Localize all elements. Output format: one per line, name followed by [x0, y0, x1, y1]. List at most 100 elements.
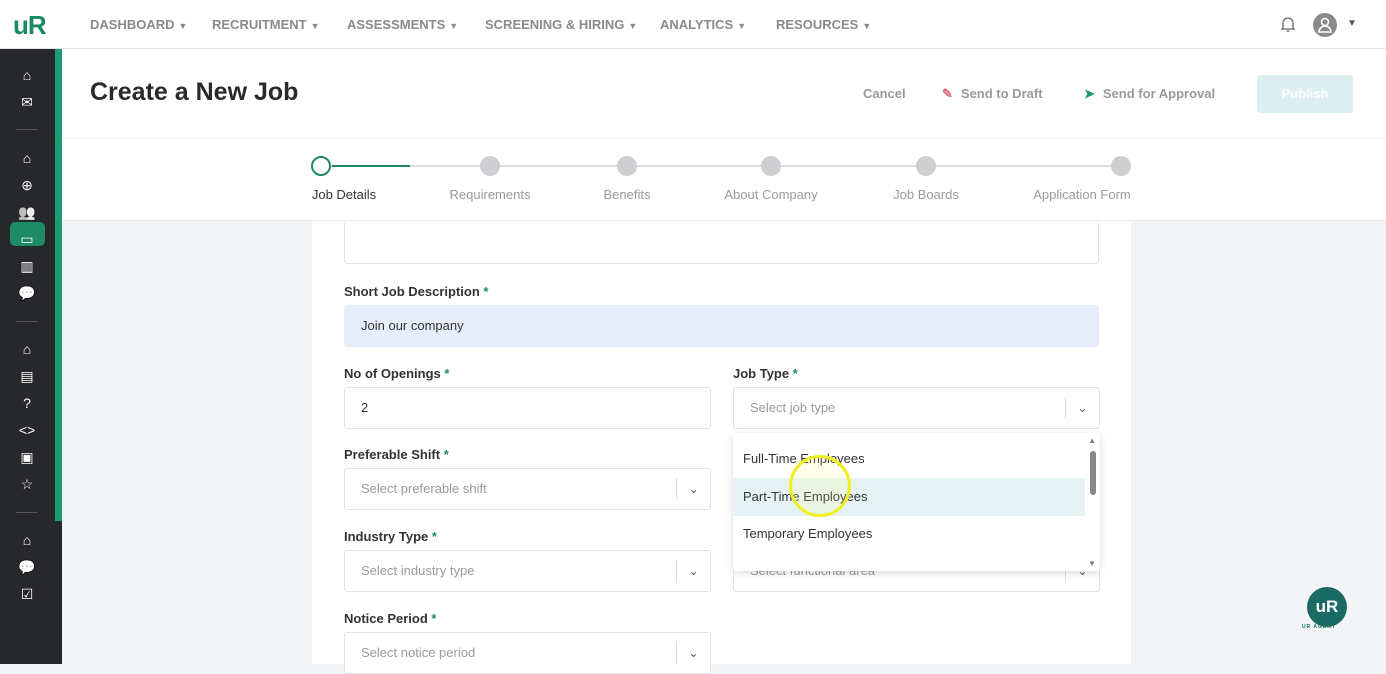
sidebar [0, 49, 62, 664]
document-icon[interactable]: ▤ [20, 368, 34, 384]
step-about-company[interactable]: About Company [724, 187, 818, 202]
nav-label: ASSESSMENTS [347, 17, 446, 32]
home-icon[interactable]: ⌂ [22, 341, 32, 357]
mail-icon[interactable]: ✉ [21, 94, 33, 110]
notice-select[interactable]: Select notice period ⌄ [344, 632, 711, 674]
step-job-boards[interactable]: Job Boards [893, 187, 959, 202]
send-to-draft-button[interactable]: ✎ Send to Draft [942, 86, 1043, 102]
nav-label: RECRUITMENT [212, 17, 307, 32]
nav-label: SCREENING & HIRING [485, 17, 625, 32]
button-label: Send to Draft [960, 86, 1043, 101]
home-icon[interactable]: ⌂ [22, 150, 32, 166]
publish-button[interactable]: Publish [1257, 75, 1353, 113]
bell-icon[interactable] [1280, 15, 1296, 33]
cursor-highlight [789, 455, 851, 517]
chevron-down-icon[interactable]: ⌄ [676, 560, 710, 582]
nav-assessments[interactable]: ASSESSMENTS ▼ [347, 17, 458, 32]
step-application-form[interactable]: Application Form [1033, 187, 1131, 202]
sidebar-divider [16, 321, 38, 322]
placeholder: Select job type [750, 400, 836, 415]
nav-screening-hiring[interactable]: SCREENING & HIRING ▼ [485, 17, 637, 32]
dropdown-scrollbar[interactable] [1090, 451, 1096, 495]
nav-dashboard[interactable]: DASHBOARD ▼ [90, 17, 187, 32]
chat-icon[interactable]: 💬 [18, 559, 36, 575]
openings-input[interactable]: 2 [344, 387, 711, 429]
step-track [322, 165, 1122, 167]
previous-field[interactable] [344, 221, 1099, 264]
caret-down-icon: ▼ [178, 21, 188, 31]
caret-down-icon: ▼ [862, 21, 872, 31]
caret-down-icon: ▼ [310, 21, 320, 31]
option-full-time[interactable]: Full-Time Employees [743, 451, 865, 466]
step-dot[interactable] [480, 156, 500, 176]
home-icon[interactable]: ⌂ [22, 532, 32, 548]
ur-agent-caption: UR AGENT [1302, 624, 1336, 630]
shift-select[interactable]: Select preferable shift ⌄ [344, 468, 711, 510]
home-icon[interactable]: ⌂ [22, 67, 32, 83]
page-header: Create a New Job Cancel ✎ Send to Draft ➤… [62, 49, 1386, 139]
caret-down-icon: ▼ [449, 21, 459, 31]
sidebar-divider [16, 512, 38, 513]
caret-down-icon: ▼ [628, 21, 638, 31]
ur-agent-button[interactable]: uR [1307, 587, 1347, 627]
report-icon[interactable]: ▣ [20, 449, 34, 465]
step-dot[interactable] [916, 156, 936, 176]
job-type-dropdown: Full-Time Employees Part-Time Employees … [733, 433, 1100, 571]
industry-select[interactable]: Select industry type ⌄ [344, 550, 711, 592]
job-type-select[interactable]: Select job type ⌄ [733, 387, 1100, 429]
step-dot[interactable] [1111, 156, 1131, 176]
step-job-details[interactable]: Job Details [311, 187, 377, 202]
caret-down-icon: ▼ [737, 21, 747, 31]
short-description-input[interactable]: Join our company [344, 305, 1099, 347]
step-dot[interactable] [617, 156, 637, 176]
nav-label: DASHBOARD [90, 17, 175, 32]
notice-label: Notice Period * [344, 611, 437, 626]
chat-icon[interactable]: 💬 [18, 285, 36, 301]
step-requirements[interactable]: Requirements [449, 187, 531, 202]
step-progress [332, 165, 410, 167]
step-dot[interactable] [311, 156, 331, 176]
placeholder: Select notice period [361, 645, 476, 660]
industry-label: Industry Type * [344, 529, 437, 544]
add-circle-icon[interactable]: ⊕ [21, 177, 33, 193]
job-type-label: Job Type * [733, 366, 798, 381]
scroll-up-icon[interactable]: ▲ [1088, 436, 1096, 445]
star-icon[interactable]: ☆ [20, 476, 34, 492]
chevron-down-icon[interactable]: ⌄ [676, 642, 710, 664]
button-label: Send for Approval [1102, 86, 1216, 101]
briefcase-icon[interactable]: ▥ [20, 258, 34, 274]
option-temporary[interactable]: Temporary Employees [743, 526, 873, 541]
pencil-icon: ✎ [942, 86, 953, 101]
cancel-button[interactable]: Cancel [863, 86, 906, 101]
nav-analytics[interactable]: ANALYTICS ▼ [660, 17, 746, 32]
short-desc-label: Short Job Description * [344, 284, 489, 299]
pipeline-icon[interactable]: ▭ [20, 231, 34, 247]
avatar[interactable] [1313, 13, 1337, 37]
code-icon[interactable]: <> [18, 422, 36, 438]
nav-recruitment[interactable]: RECRUITMENT ▼ [212, 17, 320, 32]
option-part-time[interactable]: Part-Time Employees [733, 478, 1085, 516]
placeholder: Select industry type [361, 563, 475, 578]
send-for-approval-button[interactable]: ➤ Send for Approval [1084, 86, 1215, 102]
users-icon[interactable]: 👥 [18, 204, 36, 220]
send-icon: ➤ [1084, 86, 1095, 101]
logo[interactable]: uR [13, 10, 47, 40]
shift-label: Preferable Shift * [344, 447, 449, 462]
nav-label: ANALYTICS [660, 17, 734, 32]
checklist-icon[interactable]: ☑ [20, 586, 34, 602]
scroll-down-icon[interactable]: ▼ [1088, 559, 1096, 568]
step-benefits[interactable]: Benefits [603, 187, 651, 202]
help-icon[interactable]: ? [23, 395, 31, 411]
openings-label: No of Openings * [344, 366, 450, 381]
placeholder: Select preferable shift [361, 481, 487, 496]
sidebar-scrollbar[interactable] [55, 49, 62, 521]
page-title: Create a New Job [90, 78, 299, 106]
sidebar-active-highlight [10, 222, 45, 246]
chevron-down-icon[interactable]: ⌄ [1065, 560, 1099, 582]
chevron-down-icon[interactable]: ⌄ [1065, 397, 1099, 419]
nav-resources[interactable]: RESOURCES ▼ [776, 17, 871, 32]
stepper: Job Details Requirements Benefits About … [62, 139, 1386, 221]
step-dot[interactable] [761, 156, 781, 176]
caret-down-icon[interactable]: ▼ [1347, 18, 1357, 29]
chevron-down-icon[interactable]: ⌄ [676, 478, 710, 500]
